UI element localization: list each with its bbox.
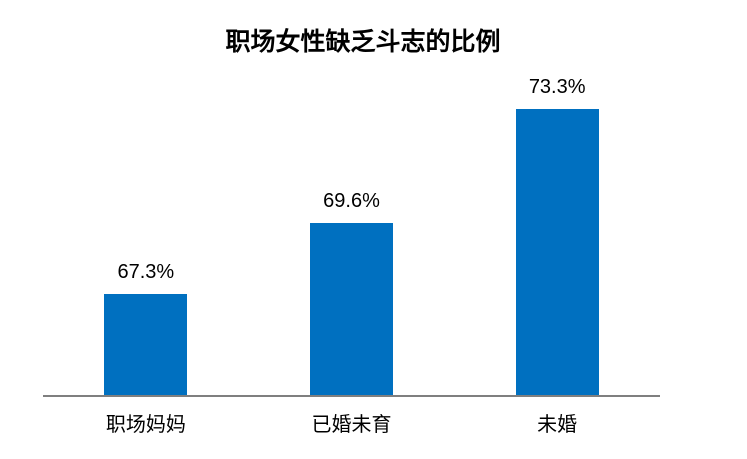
- bar: [515, 109, 599, 396]
- category-label: 未婚: [537, 414, 578, 436]
- bar: [104, 294, 188, 396]
- plot-area: 67.3% 69.6% 73.3%: [43, 56, 660, 396]
- bar-group: 67.3%: [43, 56, 249, 396]
- x-axis-line: [43, 395, 660, 397]
- bar: [310, 223, 393, 396]
- x-axis-labels: 职场妈妈 已婚未育 未婚: [43, 412, 660, 438]
- chart-title: 职场女性缺乏斗志的比例: [225, 28, 501, 56]
- bar-group: 73.3%: [454, 56, 660, 396]
- data-label: 67.3%: [117, 261, 175, 283]
- category-label: 职场妈妈: [105, 414, 186, 436]
- data-label: 73.3%: [528, 76, 586, 98]
- category-label: 已婚未育: [311, 414, 392, 436]
- bar-group: 69.6%: [249, 56, 455, 396]
- data-label: 69.6%: [323, 190, 380, 212]
